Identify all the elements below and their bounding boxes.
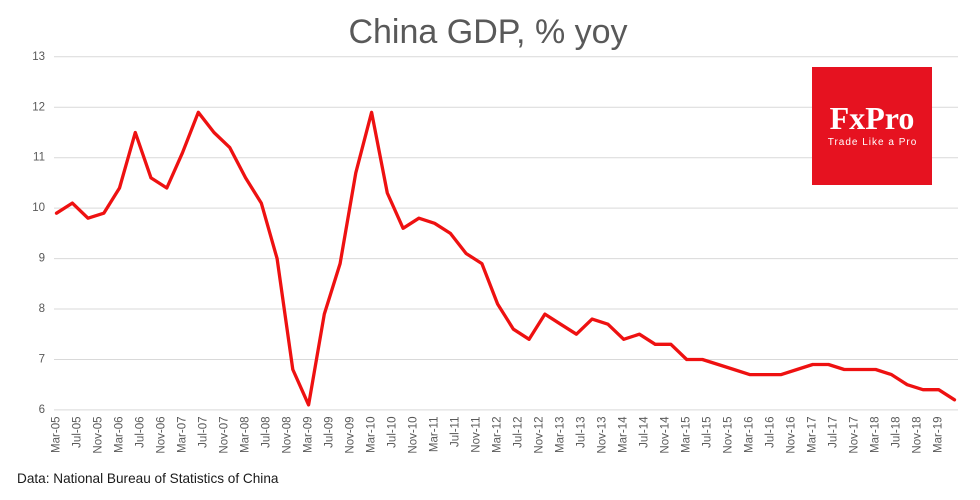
svg-text:Mar-19: Mar-19 (933, 417, 945, 453)
svg-text:Nov-16: Nov-16 (786, 417, 798, 454)
svg-text:Jul-06: Jul-06 (135, 417, 147, 448)
svg-text:8: 8 (39, 303, 45, 315)
svg-text:Mar-18: Mar-18 (870, 417, 882, 453)
svg-text:Jul-09: Jul-09 (324, 417, 336, 448)
svg-text:Jul-07: Jul-07 (198, 417, 210, 448)
svg-text:Mar-11: Mar-11 (429, 417, 441, 453)
svg-text:Jul-08: Jul-08 (261, 417, 273, 448)
svg-text:Nov-07: Nov-07 (219, 417, 231, 454)
svg-text:Jul-17: Jul-17 (828, 417, 840, 448)
svg-text:Mar-07: Mar-07 (177, 417, 189, 453)
svg-text:Data: National Bureau of Stati: Data: National Bureau of Statistics of C… (17, 471, 279, 486)
svg-text:9: 9 (39, 253, 45, 265)
svg-text:Nov-08: Nov-08 (282, 417, 294, 454)
svg-text:Mar-17: Mar-17 (807, 417, 819, 453)
svg-text:Nov-12: Nov-12 (534, 417, 546, 454)
svg-text:Jul-18: Jul-18 (891, 417, 903, 448)
svg-text:Nov-10: Nov-10 (408, 417, 420, 454)
svg-text:12: 12 (32, 101, 45, 113)
svg-text:Jul-12: Jul-12 (513, 417, 525, 448)
svg-text:Nov-17: Nov-17 (849, 417, 861, 454)
svg-text:Nov-15: Nov-15 (723, 417, 735, 454)
svg-text:China GDP, % yoy: China GDP, % yoy (348, 13, 627, 51)
svg-text:Trade Like a Pro: Trade Like a Pro (828, 137, 918, 148)
svg-text:Mar-13: Mar-13 (555, 417, 567, 453)
svg-text:Nov-09: Nov-09 (345, 417, 357, 454)
svg-text:Nov-18: Nov-18 (912, 417, 924, 454)
svg-text:13: 13 (32, 51, 45, 63)
svg-text:Mar-12: Mar-12 (492, 417, 504, 453)
svg-text:Jul-16: Jul-16 (765, 417, 777, 448)
svg-text:11: 11 (33, 152, 45, 164)
svg-text:Mar-05: Mar-05 (51, 417, 63, 453)
svg-text:Jul-11: Jul-11 (450, 417, 462, 447)
svg-text:Nov-05: Nov-05 (93, 417, 105, 454)
svg-text:Mar-09: Mar-09 (303, 417, 315, 453)
svg-text:Nov-14: Nov-14 (660, 416, 672, 454)
svg-text:Mar-16: Mar-16 (744, 417, 756, 453)
svg-text:6: 6 (39, 404, 45, 416)
svg-text:Mar-06: Mar-06 (114, 417, 126, 453)
svg-text:Nov-13: Nov-13 (597, 417, 609, 454)
svg-text:Jul-10: Jul-10 (387, 417, 399, 448)
svg-text:Mar-14: Mar-14 (618, 416, 630, 453)
svg-text:Mar-10: Mar-10 (366, 417, 378, 453)
svg-text:10: 10 (32, 202, 45, 214)
svg-text:Mar-08: Mar-08 (240, 417, 252, 453)
svg-text:Nov-06: Nov-06 (156, 417, 168, 454)
svg-text:Jul-05: Jul-05 (72, 417, 84, 448)
svg-text:Nov-11: Nov-11 (471, 417, 483, 453)
svg-text:Jul-15: Jul-15 (702, 417, 714, 448)
svg-text:Jul-14: Jul-14 (639, 416, 651, 448)
svg-text:7: 7 (39, 354, 45, 366)
svg-text:FxPro: FxPro (830, 100, 915, 136)
svg-text:Mar-15: Mar-15 (681, 417, 693, 453)
svg-text:Jul-13: Jul-13 (576, 417, 588, 448)
